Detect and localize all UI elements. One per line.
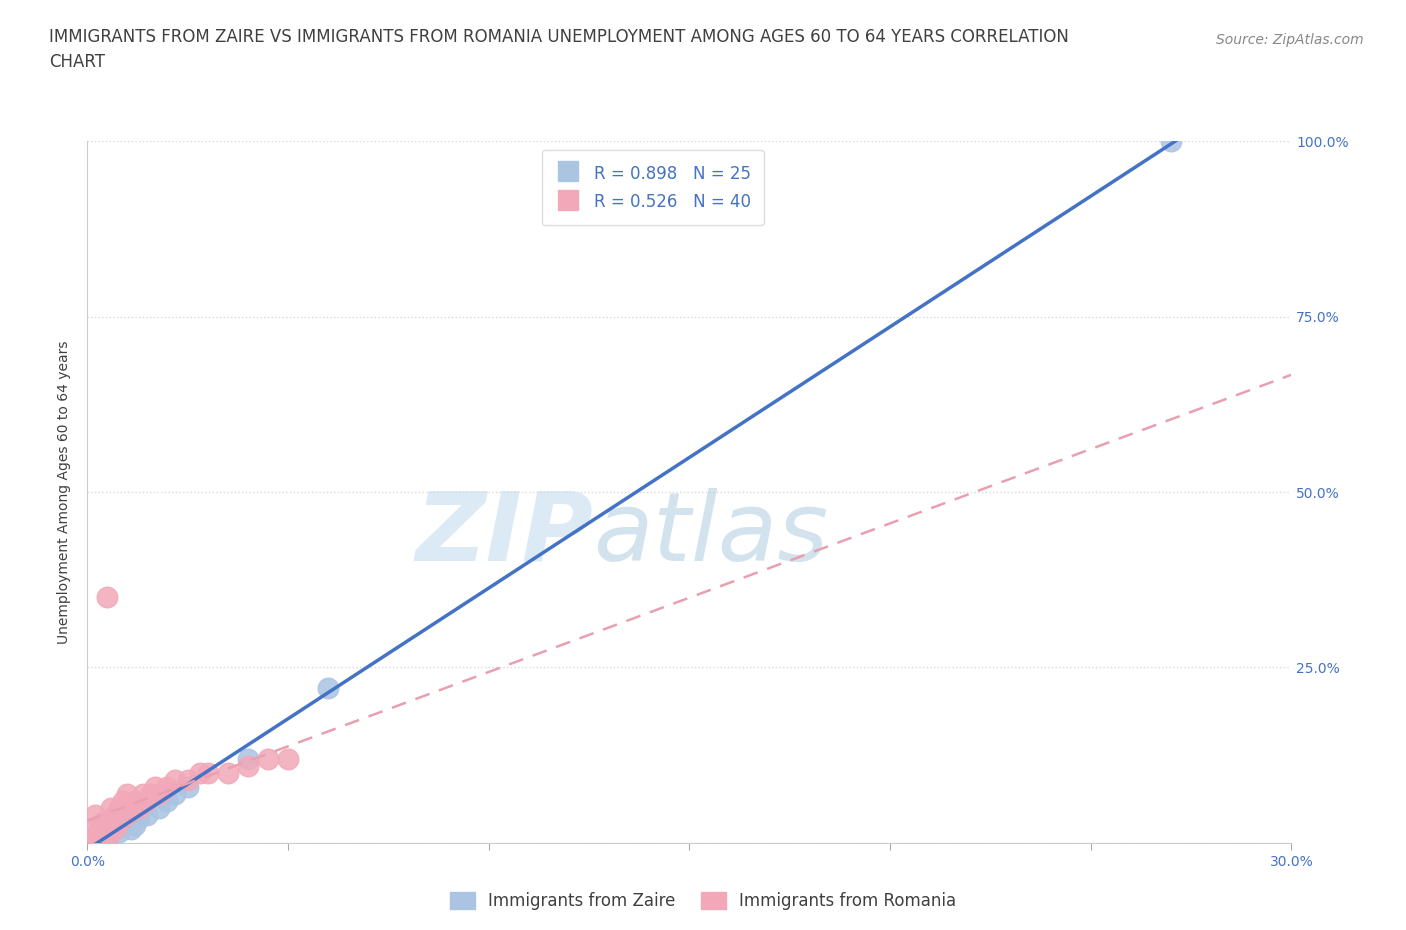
Text: ZIP: ZIP <box>415 487 593 580</box>
Text: Source: ZipAtlas.com: Source: ZipAtlas.com <box>1216 33 1364 46</box>
Point <box>148 786 170 801</box>
Point <box>108 815 131 830</box>
Point <box>96 821 118 836</box>
Point <box>84 829 107 844</box>
Point <box>117 815 139 830</box>
Point <box>104 821 127 836</box>
Point <box>104 807 127 822</box>
Point <box>80 831 103 846</box>
Point <box>1160 134 1182 149</box>
Point <box>188 765 211 780</box>
Point <box>128 811 150 826</box>
Point <box>256 751 278 766</box>
Point <box>80 835 103 850</box>
Point <box>96 831 118 846</box>
Point <box>96 831 118 846</box>
Point <box>100 815 122 830</box>
Point <box>120 821 142 836</box>
Point <box>96 590 118 604</box>
Point <box>108 800 131 815</box>
Point <box>176 772 198 787</box>
Point <box>76 835 98 850</box>
Point <box>91 815 114 830</box>
Point <box>104 821 127 836</box>
Point <box>197 765 219 780</box>
Legend: Immigrants from Zaire, Immigrants from Romania: Immigrants from Zaire, Immigrants from R… <box>443 885 963 917</box>
Point <box>148 800 170 815</box>
Point <box>91 821 114 836</box>
Point <box>112 793 135 808</box>
Text: IMMIGRANTS FROM ZAIRE VS IMMIGRANTS FROM ROMANIA UNEMPLOYMENT AMONG AGES 60 TO 6: IMMIGRANTS FROM ZAIRE VS IMMIGRANTS FROM… <box>49 28 1069 71</box>
Point <box>165 772 187 787</box>
Point <box>80 821 103 836</box>
Point <box>176 779 198 794</box>
Point <box>236 758 259 773</box>
Point <box>165 786 187 801</box>
Point <box>84 834 107 849</box>
Legend: R = 0.898   N = 25, R = 0.526   N = 40: R = 0.898 N = 25, R = 0.526 N = 40 <box>543 150 763 225</box>
Point <box>136 793 159 808</box>
Point <box>100 825 122 840</box>
Point <box>128 800 150 815</box>
Point <box>89 831 111 846</box>
Y-axis label: Unemployment Among Ages 60 to 64 years: Unemployment Among Ages 60 to 64 years <box>58 340 72 644</box>
Point <box>117 786 139 801</box>
Point <box>316 681 339 696</box>
Point <box>217 765 239 780</box>
Point <box>91 829 114 844</box>
Point <box>112 807 135 822</box>
Point <box>145 779 167 794</box>
Point <box>100 800 122 815</box>
Point <box>277 751 299 766</box>
Point <box>236 751 259 766</box>
Point <box>132 786 155 801</box>
Point <box>156 779 179 794</box>
Point <box>117 807 139 822</box>
Point <box>89 821 111 836</box>
Point <box>84 807 107 822</box>
Point <box>141 786 163 801</box>
Point <box>84 829 107 844</box>
Text: atlas: atlas <box>593 487 828 580</box>
Point <box>89 829 111 844</box>
Point <box>112 817 135 832</box>
Point <box>108 825 131 840</box>
Point <box>156 793 179 808</box>
Point <box>96 829 118 844</box>
Point <box>80 831 103 846</box>
Point <box>120 800 142 815</box>
Point <box>136 807 159 822</box>
Point <box>91 829 114 844</box>
Point <box>124 793 146 808</box>
Point <box>124 817 146 832</box>
Point <box>84 831 107 846</box>
